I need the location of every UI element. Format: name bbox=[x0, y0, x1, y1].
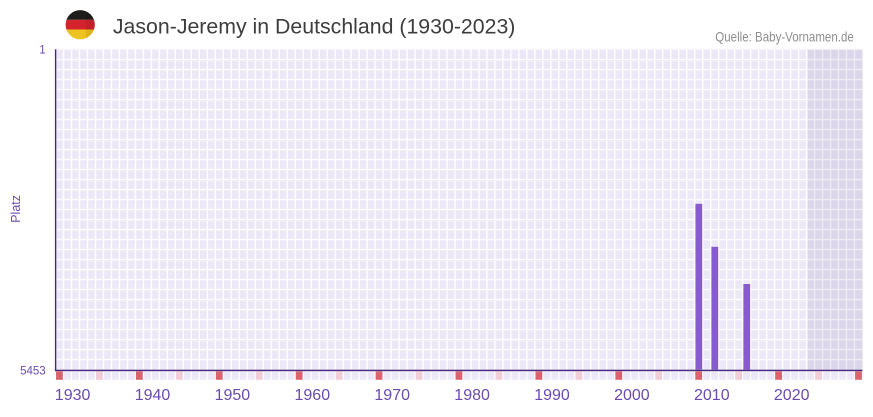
svg-text:1930: 1930 bbox=[55, 387, 91, 404]
svg-text:Jason-Jeremy in Deutschland (1: Jason-Jeremy in Deutschland (1930-2023) bbox=[113, 14, 516, 38]
svg-text:1970: 1970 bbox=[374, 387, 410, 404]
svg-text:1: 1 bbox=[39, 45, 45, 57]
svg-text:2000: 2000 bbox=[614, 387, 650, 404]
svg-text:1990: 1990 bbox=[534, 387, 570, 404]
svg-text:2020: 2020 bbox=[774, 387, 810, 404]
svg-text:5453: 5453 bbox=[20, 365, 46, 377]
svg-text:1980: 1980 bbox=[454, 387, 490, 404]
svg-text:2010: 2010 bbox=[694, 387, 730, 404]
svg-text:1950: 1950 bbox=[215, 387, 251, 404]
svg-text:Quelle: Baby-Vornamen.de: Quelle: Baby-Vornamen.de bbox=[715, 28, 854, 44]
svg-text:1960: 1960 bbox=[295, 387, 331, 404]
svg-text:Platz: Platz bbox=[9, 195, 23, 223]
svg-text:1940: 1940 bbox=[135, 387, 171, 404]
